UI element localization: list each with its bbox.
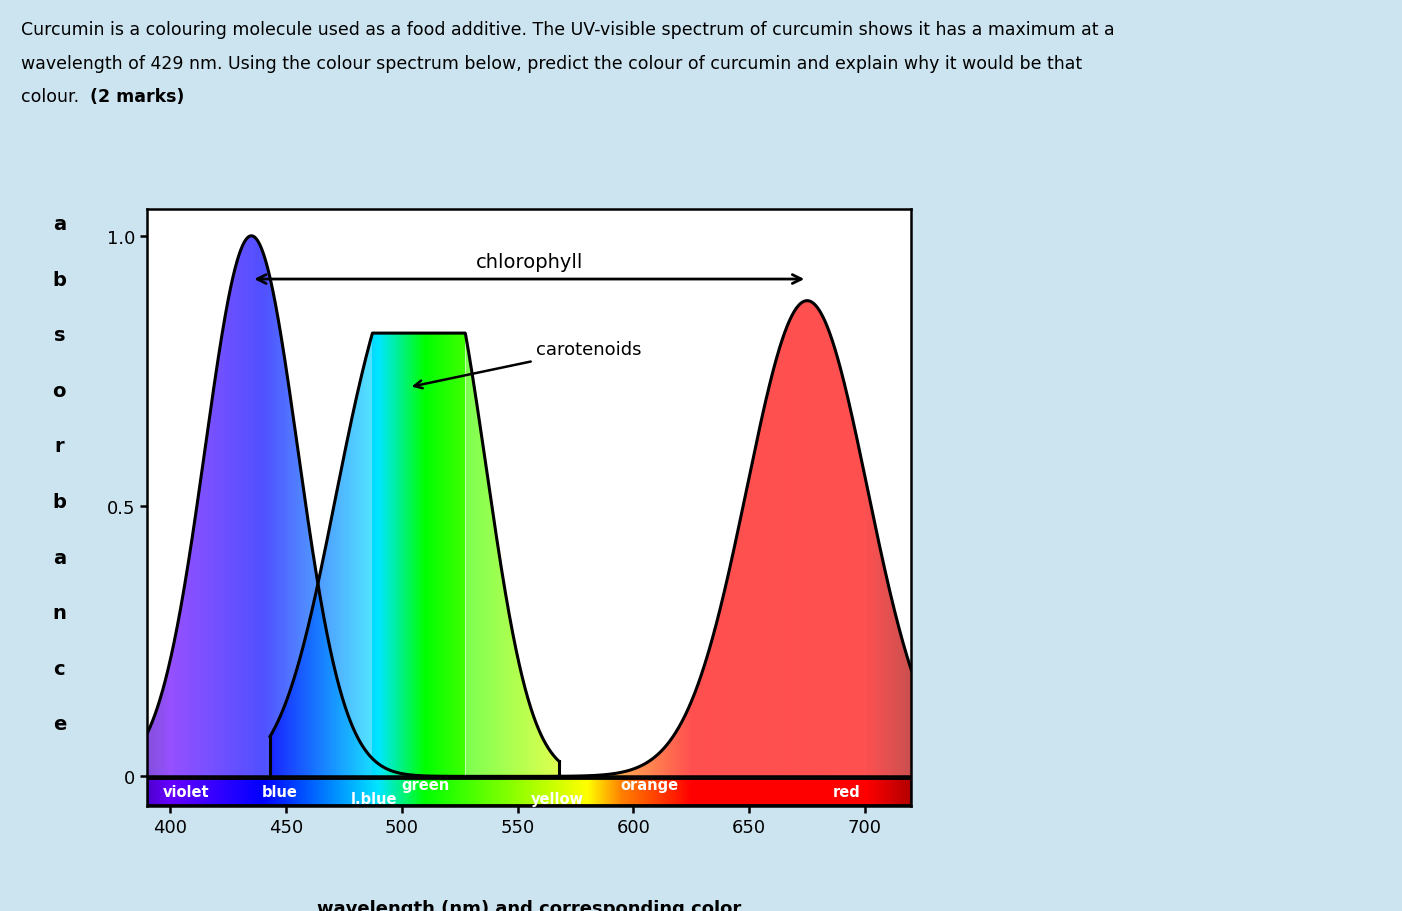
Text: s: s: [53, 326, 64, 345]
Text: b: b: [52, 493, 66, 511]
Text: o: o: [53, 382, 66, 401]
Text: colour.: colour.: [21, 88, 84, 107]
Text: (2 marks): (2 marks): [90, 88, 184, 107]
Text: red: red: [833, 784, 861, 799]
Text: Curcumin is a colouring molecule used as a food additive. The UV-visible spectru: Curcumin is a colouring molecule used as…: [21, 21, 1115, 39]
Text: r: r: [55, 437, 64, 456]
Bar: [147, 778, 911, 805]
Text: a: a: [53, 215, 66, 234]
Text: chlorophyll: chlorophyll: [475, 252, 583, 271]
Text: wavelength (nm) and corresponding color: wavelength (nm) and corresponding color: [317, 899, 742, 911]
Text: wavelength of 429 nm. Using the colour spectrum below, predict the colour of cur: wavelength of 429 nm. Using the colour s…: [21, 55, 1082, 73]
Text: green: green: [401, 777, 449, 793]
Text: blue: blue: [261, 784, 297, 799]
Text: orange: orange: [621, 777, 679, 793]
Text: violet: violet: [163, 784, 210, 799]
Text: c: c: [53, 659, 64, 678]
Text: yellow: yellow: [530, 791, 583, 806]
Text: a: a: [53, 548, 66, 567]
Text: e: e: [53, 714, 66, 733]
Text: l.blue: l.blue: [350, 791, 397, 806]
Text: b: b: [52, 271, 66, 290]
Text: carotenoids: carotenoids: [415, 341, 642, 389]
Text: n: n: [52, 603, 66, 622]
